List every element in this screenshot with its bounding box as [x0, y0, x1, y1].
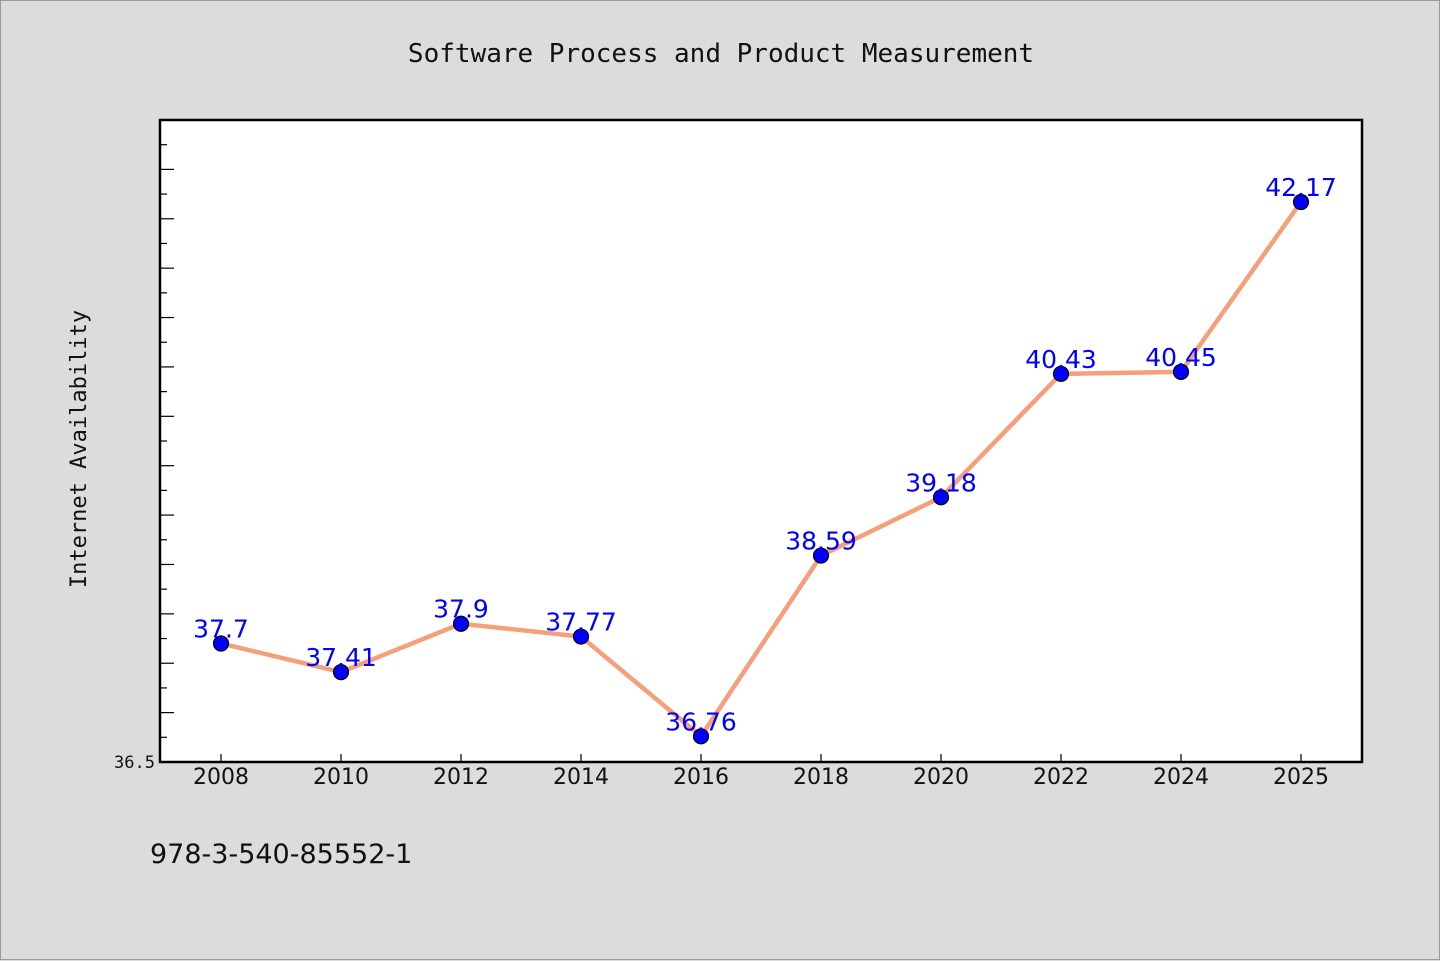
data-label: 39.18 — [905, 468, 977, 497]
chart-title: Software Process and Product Measurement — [408, 39, 1034, 69]
x-tick-label: 2016 — [673, 765, 729, 790]
x-tick-label: 2014 — [553, 765, 609, 790]
x-tick-label: 2024 — [1153, 765, 1209, 790]
series-line-group — [218, 199, 1304, 739]
data-label: 40.45 — [1145, 343, 1217, 372]
data-labels: 37.7 37.41 37.9 37.77 36.76 38.59 39.18 40.43 40… — [193, 173, 1337, 736]
data-point — [572, 628, 590, 645]
x-tick-label: 2025 — [1273, 765, 1329, 790]
data-label: 38.59 — [785, 527, 857, 556]
plot-area — [158, 118, 1364, 764]
data-label: 40.43 — [1025, 345, 1097, 374]
series-line — [218, 199, 1304, 739]
data-label: 42.17 — [1265, 173, 1337, 202]
x-tick-label: 2018 — [793, 765, 849, 790]
data-label: 37.41 — [305, 643, 377, 672]
y-axis-label: Internet Availability — [67, 310, 92, 588]
x-tick-label: 2010 — [313, 765, 369, 790]
x-tick-label: 2022 — [1033, 765, 1089, 790]
y-tick-label: 36.5 — [114, 753, 155, 773]
x-tick-label: 2012 — [433, 765, 489, 790]
data-point — [452, 615, 470, 632]
x-tick-label: 2020 — [913, 765, 969, 790]
y-axis-ticks — [160, 119, 174, 763]
data-label: 37.77 — [545, 608, 617, 637]
data-markers — [212, 193, 1310, 745]
data-point — [1052, 365, 1070, 382]
data-label: 36.76 — [665, 707, 737, 736]
data-label: 37.7 — [193, 614, 249, 643]
data-point — [1172, 363, 1190, 380]
data-point — [812, 547, 830, 564]
data-point — [932, 489, 950, 506]
footer-isbn: 978-3-540-85552-1 — [150, 839, 412, 870]
x-axis-ticks: 2008 2010 2012 2014 2016 2018 2020 2022 2024 2025 — [193, 754, 1329, 790]
x-tick-label: 2008 — [193, 765, 249, 790]
data-point — [692, 728, 710, 745]
data-point — [212, 635, 230, 652]
data-point — [332, 664, 350, 681]
data-label: 37.9 — [433, 595, 489, 624]
data-point — [1292, 193, 1310, 211]
